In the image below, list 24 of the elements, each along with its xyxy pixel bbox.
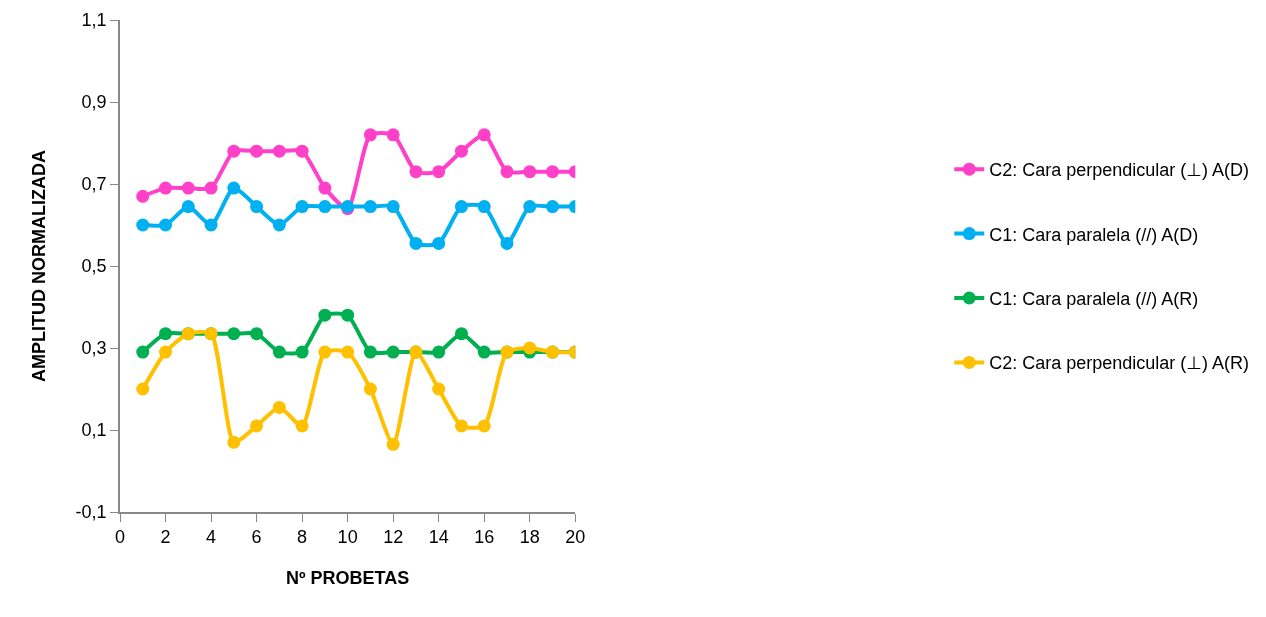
x-tick-label: 4: [206, 527, 217, 548]
y-tick-label: 0,1: [81, 420, 107, 441]
x-tick-label: 8: [297, 527, 308, 548]
legend-label: C2: Cara perpendicular (⊥) A(R): [989, 353, 1250, 374]
x-tick-label: 6: [251, 527, 262, 548]
legend-label: C1: Cara paralela (//) A(D): [989, 224, 1199, 245]
y-tick-label: -0,1: [75, 502, 107, 523]
y-tick-label: 0,3: [81, 338, 107, 359]
x-tick-label: 18: [519, 527, 540, 548]
x-tick-label: 12: [383, 527, 404, 548]
y-tick-label: 0,7: [81, 174, 107, 195]
x-axis-title: Nº PROBETAS: [286, 567, 410, 588]
x-tick-label: 14: [428, 527, 449, 548]
y-tick-label: 0,5: [81, 256, 107, 277]
x-tick-label: 10: [337, 527, 358, 548]
x-tick-label: 20: [565, 527, 586, 548]
x-tick-label: 2: [160, 527, 171, 548]
legend-label: C2: Cara perpendicular (⊥) A(D): [989, 160, 1250, 181]
x-tick-label: 0: [114, 527, 126, 548]
y-axis-title: AMPLITUD NORMALIZADA: [29, 150, 50, 382]
x-tick-label: 16: [474, 527, 495, 548]
y-tick-label: 0,9: [81, 92, 107, 113]
legend-label: C1: Cara paralela (//) A(R): [989, 289, 1199, 310]
y-tick-label: 1,1: [81, 10, 107, 31]
